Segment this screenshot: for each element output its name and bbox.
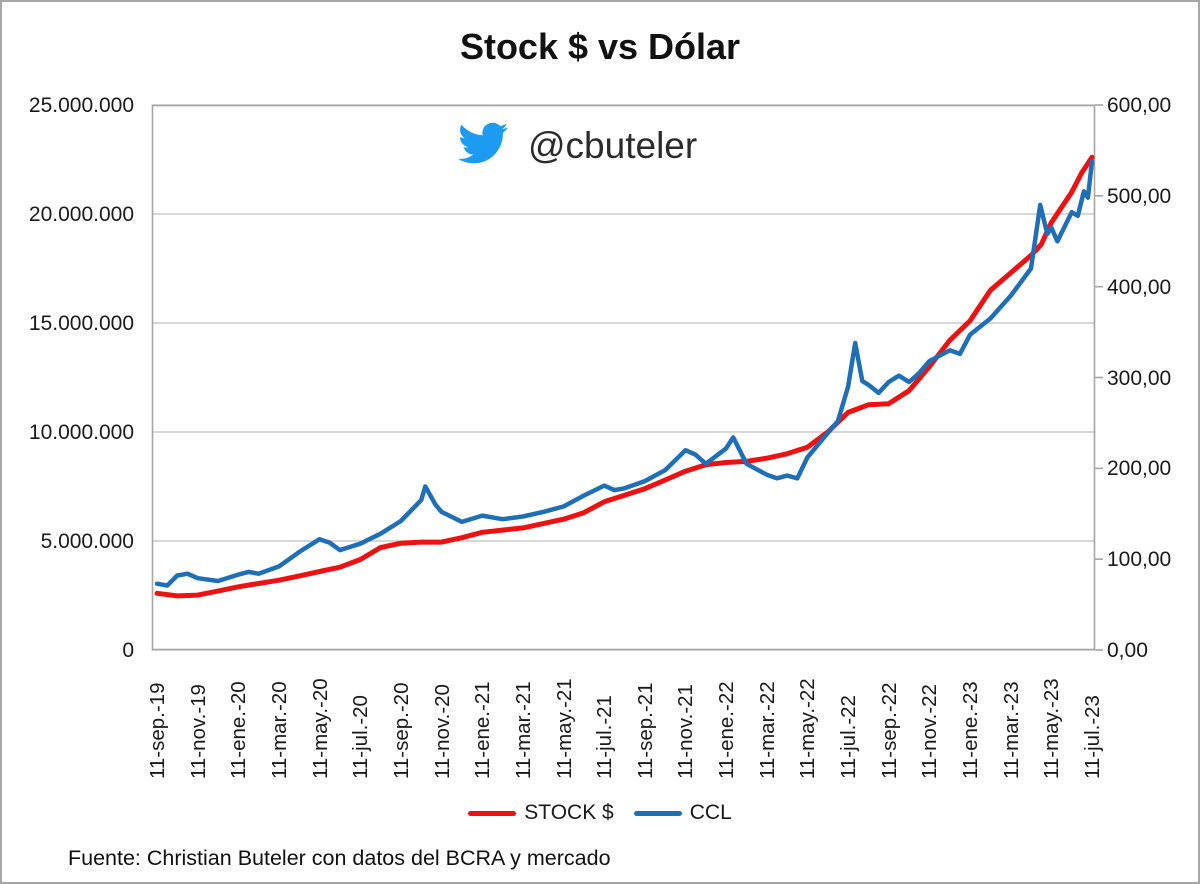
plot-area xyxy=(151,104,1103,651)
right-axis-label: 400,00 xyxy=(1107,275,1172,299)
left-axis-label: 20.000.000 xyxy=(28,203,134,226)
x-axis-label: 11-nov.-19 xyxy=(186,684,210,779)
x-axis-label: 11-ene.-23 xyxy=(959,681,983,779)
x-axis-label: 11-mar.-20 xyxy=(267,681,291,779)
right-axis-label: 100,00 xyxy=(1107,548,1172,572)
legend-label-ccl: CCL xyxy=(689,801,732,824)
stock-line xyxy=(154,154,1095,599)
right-axis-label: 600,00 xyxy=(1107,94,1172,117)
legend-item-ccl: CCL xyxy=(633,801,732,825)
x-axis-label: 11-jul.-23 xyxy=(1081,695,1104,779)
legend-label-stock: STOCK $ xyxy=(524,801,614,824)
left-axis-label: 5.000.000 xyxy=(40,530,134,553)
x-axis-label: 11-mar.-23 xyxy=(999,681,1023,779)
twitter-bird-icon xyxy=(454,118,512,173)
x-axis-label: 11-ene.-20 xyxy=(227,681,251,779)
x-axis-label: 11-jul.-21 xyxy=(593,695,617,779)
x-axis-label: 11-may.-22 xyxy=(796,678,820,779)
legend-item-stock: STOCK $ xyxy=(468,801,614,825)
legend-swatch-stock xyxy=(468,810,517,816)
x-axis-label: 11-nov.-21 xyxy=(674,684,698,779)
right-axis-label: 0,00 xyxy=(1107,639,1148,662)
x-axis-label: 11-sep.-21 xyxy=(633,682,657,779)
x-axis-label: 11-sep.-19 xyxy=(146,682,169,779)
x-axis-label: 11-sep.-20 xyxy=(389,682,413,779)
x-axis-label: 11-may.-23 xyxy=(1040,678,1064,779)
x-axis-label: 11-jul.-22 xyxy=(837,695,861,779)
plot-border xyxy=(151,104,1096,651)
left-axis-label: 25.000.000 xyxy=(28,94,134,117)
x-axis-label: 11-sep.-22 xyxy=(877,682,901,779)
x-axis-label: 11-ene.-22 xyxy=(715,681,739,779)
legend: STOCK $ CCL xyxy=(2,801,1198,825)
right-axis-label: 300,00 xyxy=(1107,366,1172,390)
chart-title: Stock $ vs Dólar xyxy=(459,26,741,67)
x-axis-label: 11-may.-21 xyxy=(552,678,576,779)
watermark: @cbuteler xyxy=(454,118,697,173)
x-axis-label: 11-ene.-21 xyxy=(471,681,495,779)
left-axis-label: 15.000.000 xyxy=(28,312,134,335)
right-axis-label: 200,00 xyxy=(1107,457,1172,481)
ccl-line xyxy=(154,159,1095,588)
x-axis-label: 11-jul.-20 xyxy=(349,695,373,779)
twitter-handle: @cbuteler xyxy=(528,124,698,166)
x-axis-label: 11-may.-20 xyxy=(308,678,332,779)
legend-swatch-ccl xyxy=(633,810,682,816)
x-axis-label: 11-nov.-22 xyxy=(918,684,942,779)
right-axis-label: 500,00 xyxy=(1107,184,1172,208)
source-note: Fuente: Christian Buteler con datos del … xyxy=(68,846,611,870)
left-axis-label: 0 xyxy=(122,639,134,662)
x-axis-label: 11-mar.-21 xyxy=(511,681,535,779)
x-axis-label: 11-mar.-22 xyxy=(755,681,779,779)
left-axis-label: 10.000.000 xyxy=(28,421,134,444)
x-axis-label: 11-nov.-20 xyxy=(430,684,454,779)
